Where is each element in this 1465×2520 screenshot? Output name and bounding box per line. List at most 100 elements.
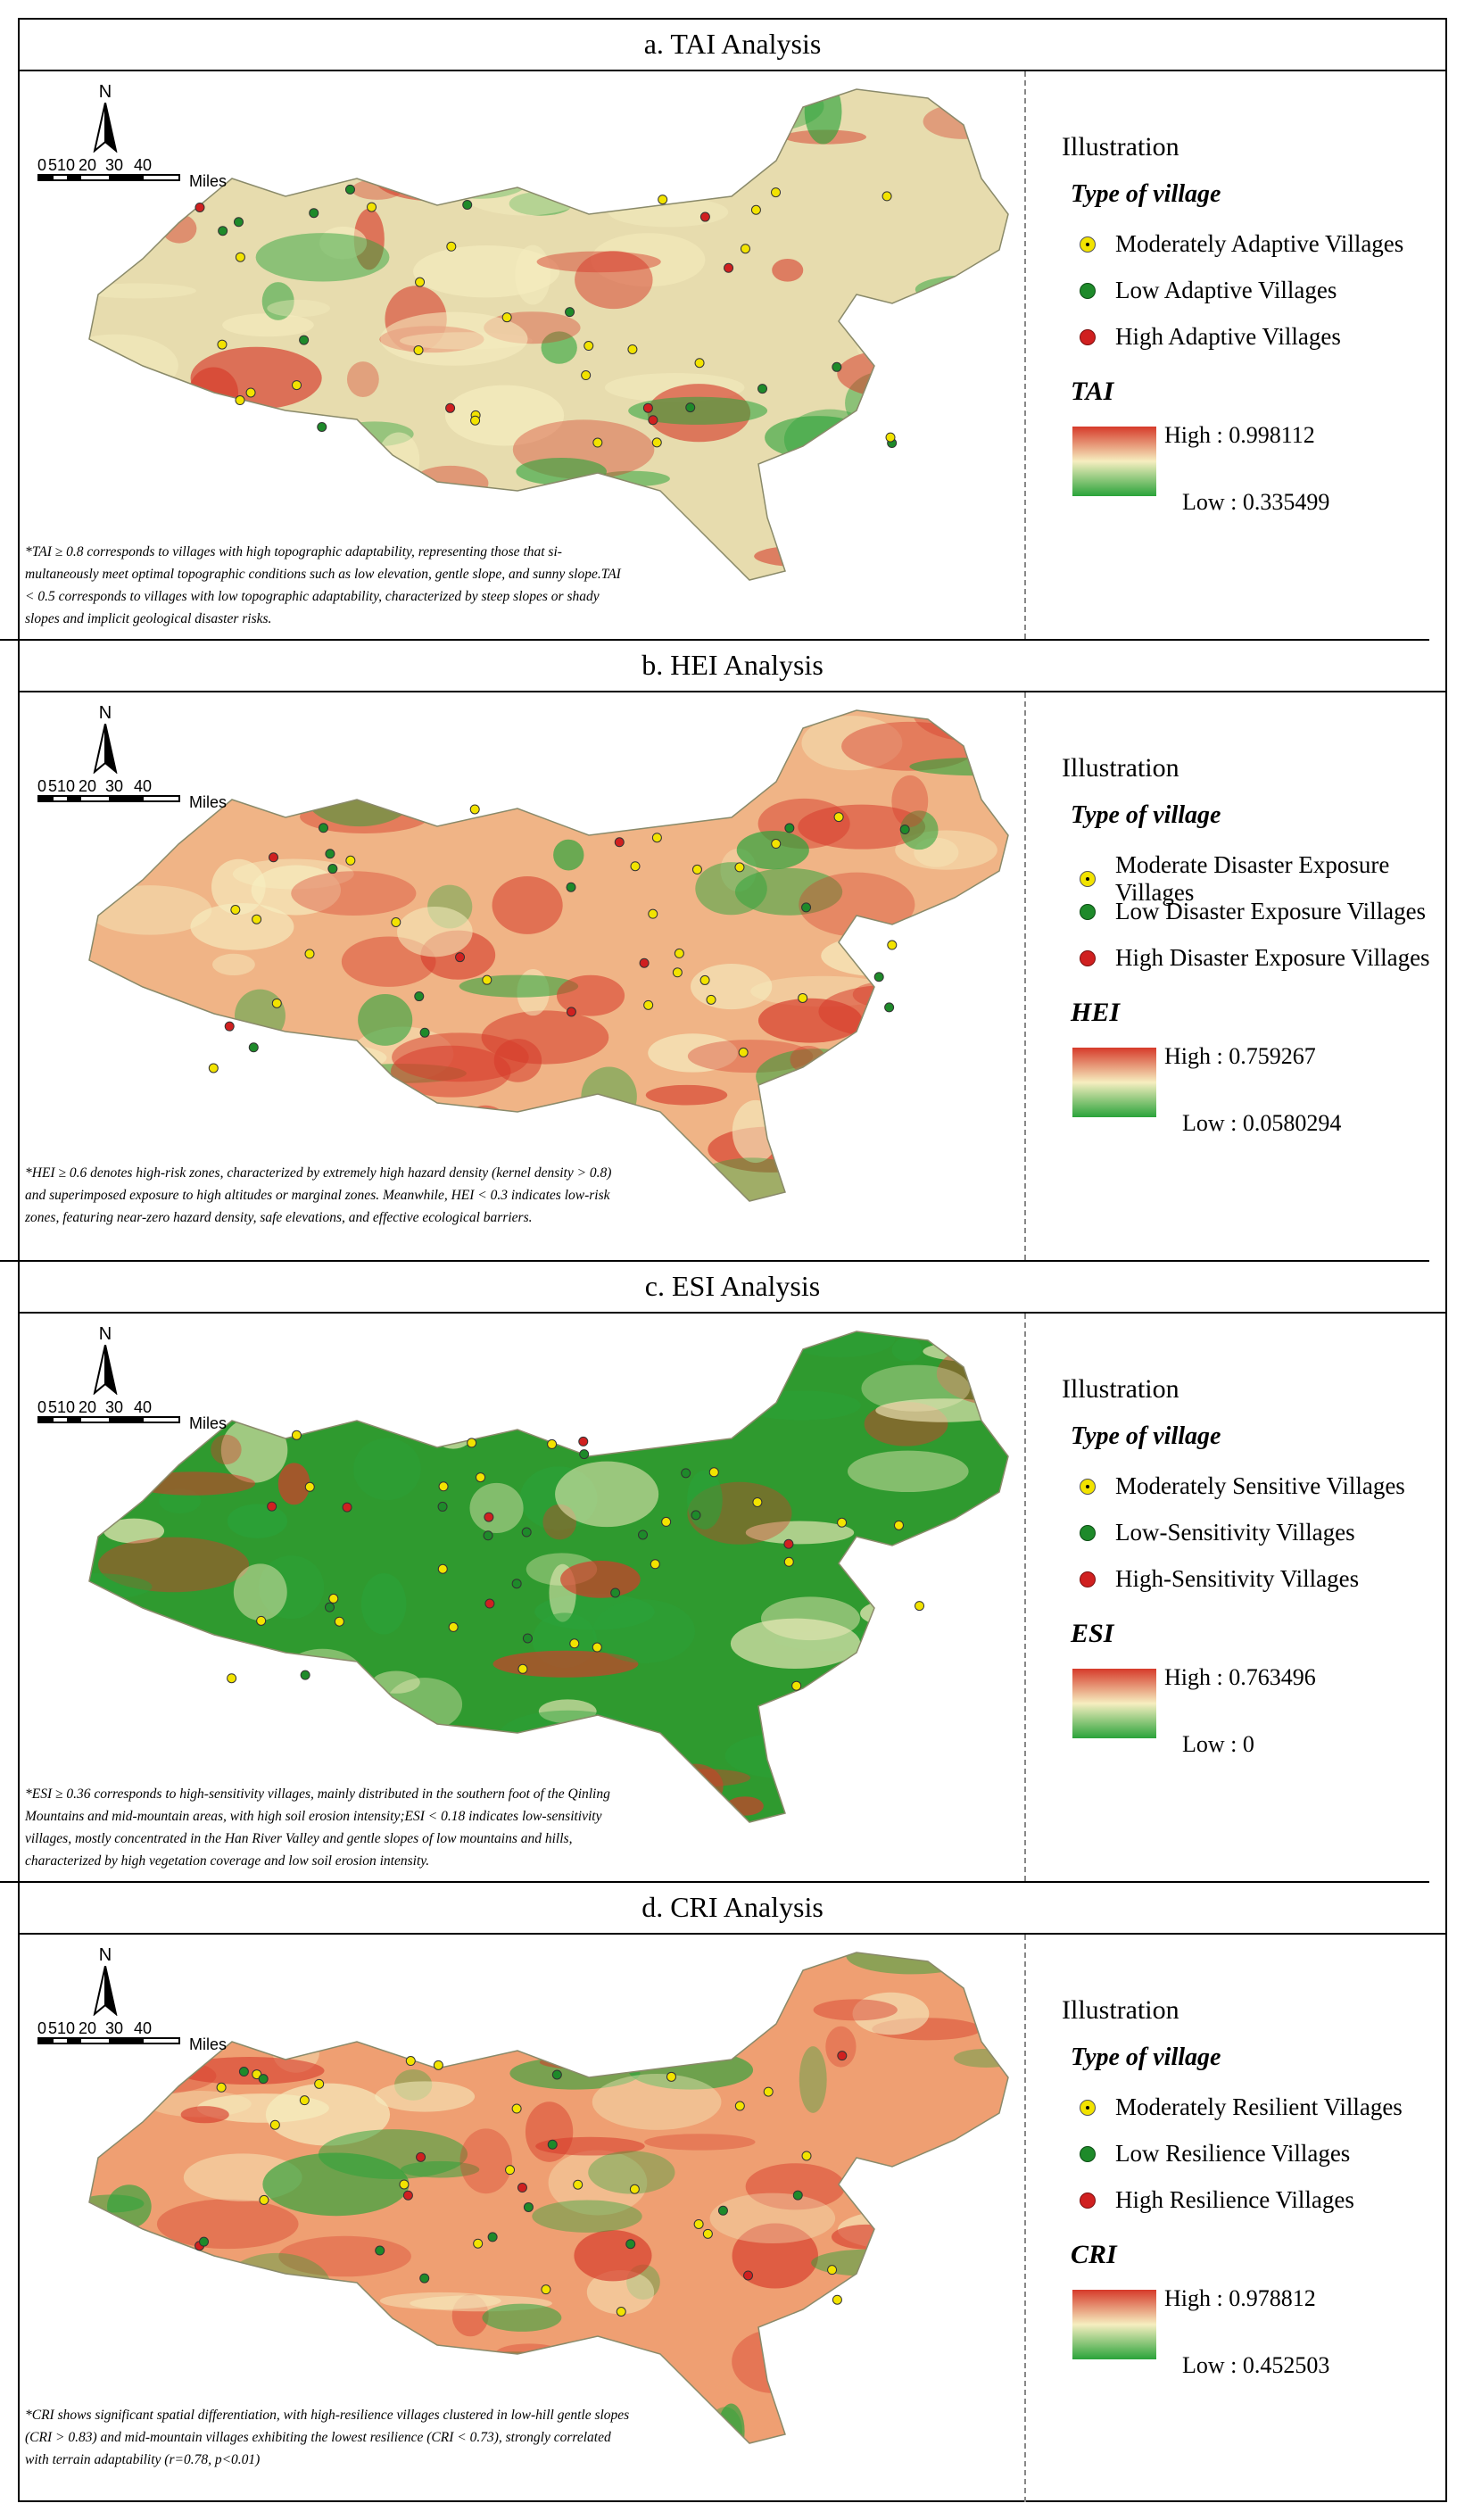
raster-patch xyxy=(405,1952,503,2008)
raster-patch xyxy=(267,299,330,318)
region-outline xyxy=(88,1330,1009,1823)
moderate-village-marker xyxy=(437,1563,448,1574)
raster-patch xyxy=(92,447,226,474)
scale-tick-label: 0 xyxy=(37,777,47,795)
raster-patch xyxy=(588,2151,675,2194)
raster-patch xyxy=(990,882,1008,922)
raster-patch xyxy=(931,1637,964,1675)
raster-patch xyxy=(492,876,563,934)
north-arrow: N xyxy=(87,1324,123,1399)
raster-patch xyxy=(929,2348,1008,2410)
panel-divider xyxy=(1024,692,1026,1260)
scale-tick-label: 10 xyxy=(57,777,76,795)
raster-patch xyxy=(415,2374,556,2403)
low-village-marker xyxy=(325,1602,335,1612)
high-village-marker xyxy=(484,1598,495,1609)
moderate-village-marker xyxy=(661,1516,672,1527)
moderate-village-marker xyxy=(630,861,641,872)
raster-patch xyxy=(89,283,196,299)
raster-patch xyxy=(499,1710,639,1760)
moderate-village-marker xyxy=(915,1601,925,1612)
moderate-village-marker xyxy=(694,358,705,369)
scale-tick-label: 5 xyxy=(48,1398,58,1416)
raster-patch xyxy=(938,1035,968,1082)
raster-patch xyxy=(391,1045,511,1098)
moderate-village-marker xyxy=(446,241,457,252)
raster-patch xyxy=(548,2150,648,2216)
raster-patch xyxy=(732,2329,815,2393)
low-village-marker xyxy=(717,2205,728,2216)
raster-patch xyxy=(426,92,572,130)
high-village-marker xyxy=(642,402,653,413)
map-footnote: *CRI shows significant spatial different… xyxy=(25,2408,630,2467)
legend-item: High Resilience Villages xyxy=(1080,2186,1354,2214)
raster-patch xyxy=(212,953,255,976)
raster-patch xyxy=(89,334,178,397)
high-village-marker xyxy=(578,1436,589,1447)
moderate-village-marker xyxy=(271,998,282,1008)
raster-patch xyxy=(203,1036,312,1073)
raster-patch xyxy=(387,1371,515,1404)
high-village-marker xyxy=(639,957,650,968)
moderate-village-marker xyxy=(208,1063,219,1073)
raster-patch xyxy=(89,1114,160,1151)
raster-patch xyxy=(841,721,978,771)
moderate-village-marker xyxy=(541,2284,551,2295)
scale-tick-label: 40 xyxy=(134,777,153,795)
high-village-marker-icon xyxy=(1080,2192,1096,2209)
raster-patch xyxy=(277,1463,310,1505)
moderate-village-marker xyxy=(547,1438,558,1449)
north-arrow-icon xyxy=(93,102,118,153)
scale-bar: 0 5 10 20 30 40 Miles xyxy=(37,156,227,190)
scale-bar: 0 5 10 20 30 40 Miles xyxy=(37,2019,227,2053)
raster-patch xyxy=(644,2134,756,2151)
legend-item-label: Moderate Disaster Exposure Villages xyxy=(1115,851,1390,906)
raster-patch xyxy=(923,2151,991,2200)
raster-patch xyxy=(103,1518,165,1544)
moderate-village-marker xyxy=(252,2069,262,2080)
raster-patch xyxy=(683,89,824,134)
raster-patch xyxy=(291,871,417,916)
raster-patch xyxy=(222,2252,331,2321)
raster-patch xyxy=(401,2160,480,2178)
raster-patch xyxy=(145,1117,265,1136)
legend-item: Low Disaster Exposure Villages xyxy=(1080,898,1426,925)
raster-patch xyxy=(823,2389,903,2421)
legend-item-label: High Resilience Villages xyxy=(1115,2186,1354,2213)
raster-patch xyxy=(469,1482,524,1534)
moderate-village-marker xyxy=(405,2056,416,2067)
raster-patch xyxy=(319,226,368,260)
low-village-marker xyxy=(521,1527,532,1538)
legend-item-label: High-Sensitivity Villages xyxy=(1115,1565,1360,1592)
high-village-marker xyxy=(648,415,658,426)
scale-tick-label: 10 xyxy=(57,156,76,174)
panel-title: d. CRI Analysis xyxy=(18,1881,1447,1935)
moderate-village-marker xyxy=(235,252,245,262)
color-ramp xyxy=(1072,1669,1156,1738)
raster-patch xyxy=(89,228,128,256)
raster-patch xyxy=(846,1952,977,1975)
scale-tick-label: 5 xyxy=(48,156,58,174)
legend-item-label: Low-Sensitivity Villages xyxy=(1115,1519,1355,1546)
scale-tick-label: 0 xyxy=(37,156,47,174)
moderate-village-marker xyxy=(827,2265,838,2275)
panel-hei: b. HEI Analysis N 0 5 10 20 30 40 Mil xyxy=(18,639,1447,1260)
raster-patch xyxy=(601,100,634,128)
raster-patch xyxy=(95,396,236,441)
north-label: N xyxy=(98,703,112,723)
north-arrow-icon xyxy=(93,1965,118,2017)
raster-patch xyxy=(346,361,379,397)
scale-tick-label: 5 xyxy=(48,2019,58,2037)
raster-patch xyxy=(542,111,649,162)
low-village-marker xyxy=(757,384,768,394)
panel-divider xyxy=(1024,71,1026,639)
low-village-marker xyxy=(344,184,355,195)
region-map xyxy=(88,88,1009,581)
ramp-low-label: Low : 0.335499 xyxy=(1182,489,1330,515)
moderate-village-marker-icon xyxy=(1080,871,1096,887)
low-village-marker xyxy=(638,1529,649,1540)
raster-patch xyxy=(923,104,1003,139)
raster-patch xyxy=(97,1537,250,1593)
map-footnote: *TAI ≥ 0.8 corresponds to villages with … xyxy=(25,544,621,626)
moderate-village-marker xyxy=(699,974,710,985)
